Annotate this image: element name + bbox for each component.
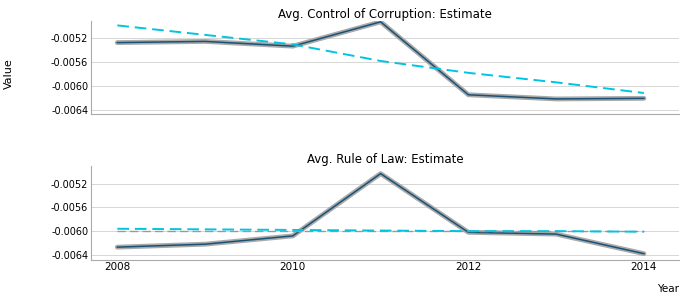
Title: Avg. Control of Corruption: Estimate: Avg. Control of Corruption: Estimate	[278, 8, 492, 21]
Text: Year: Year	[657, 283, 679, 294]
Text: Value: Value	[4, 58, 13, 89]
Title: Avg. Rule of Law: Estimate: Avg. Rule of Law: Estimate	[307, 153, 463, 166]
